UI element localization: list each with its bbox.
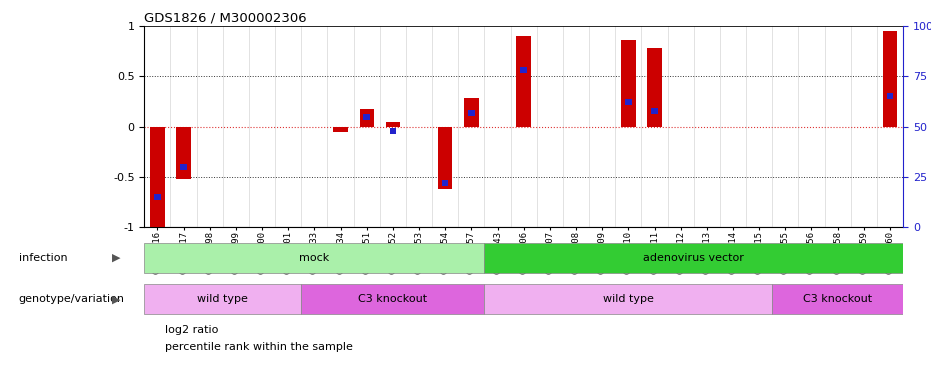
Text: mock: mock — [299, 253, 330, 263]
Text: C3 knockout: C3 knockout — [358, 294, 427, 304]
Bar — [468, 110, 475, 116]
Bar — [625, 99, 631, 105]
Bar — [144, 26, 170, 227]
Bar — [883, 31, 897, 127]
Bar — [196, 26, 223, 227]
Bar — [359, 108, 374, 127]
Bar — [380, 26, 406, 227]
Bar — [465, 99, 479, 127]
Bar — [442, 180, 449, 186]
Bar — [589, 26, 615, 227]
Bar — [746, 26, 772, 227]
Bar — [851, 26, 877, 227]
Text: log2 ratio: log2 ratio — [165, 325, 218, 335]
Bar — [520, 68, 527, 74]
Bar — [144, 284, 302, 314]
Bar — [668, 26, 694, 227]
Bar — [354, 26, 380, 227]
Bar — [155, 194, 161, 200]
Bar — [772, 26, 799, 227]
Bar — [302, 284, 484, 314]
Bar — [328, 26, 354, 227]
Text: genotype/variation: genotype/variation — [19, 294, 125, 304]
Bar — [537, 26, 563, 227]
Bar — [517, 36, 531, 127]
Bar — [144, 243, 484, 273]
Bar — [406, 26, 432, 227]
Bar — [484, 284, 772, 314]
Bar — [438, 127, 452, 189]
Bar — [563, 26, 589, 227]
Bar — [432, 26, 458, 227]
Bar — [458, 26, 484, 227]
Bar — [150, 127, 165, 227]
Bar — [647, 48, 662, 127]
Text: C3 knockout: C3 knockout — [803, 294, 872, 304]
Bar — [333, 127, 348, 132]
Bar — [621, 40, 636, 127]
Text: GDS1826 / M300002306: GDS1826 / M300002306 — [144, 11, 307, 24]
Bar — [877, 26, 903, 227]
Text: ▶: ▶ — [112, 253, 121, 263]
Bar — [223, 26, 249, 227]
Bar — [772, 284, 903, 314]
Bar — [694, 26, 720, 227]
Text: adenovirus vector: adenovirus vector — [643, 253, 744, 263]
Bar — [799, 26, 825, 227]
Text: wild type: wild type — [603, 294, 654, 304]
Text: wild type: wild type — [197, 294, 249, 304]
Bar — [389, 128, 396, 134]
Bar — [249, 26, 276, 227]
Bar — [641, 26, 668, 227]
Bar — [276, 26, 302, 227]
Bar — [615, 26, 641, 227]
Bar — [385, 122, 400, 127]
Bar — [484, 243, 903, 273]
Bar — [363, 114, 370, 120]
Text: percentile rank within the sample: percentile rank within the sample — [165, 342, 353, 352]
Bar — [652, 108, 658, 114]
Text: ▶: ▶ — [112, 294, 121, 304]
Bar — [886, 93, 893, 99]
Bar — [484, 26, 510, 227]
Bar — [825, 26, 851, 227]
Bar — [170, 26, 196, 227]
Bar — [176, 127, 191, 179]
Bar — [181, 164, 187, 170]
Bar — [720, 26, 746, 227]
Bar — [302, 26, 328, 227]
Bar — [510, 26, 537, 227]
Text: infection: infection — [19, 253, 67, 263]
